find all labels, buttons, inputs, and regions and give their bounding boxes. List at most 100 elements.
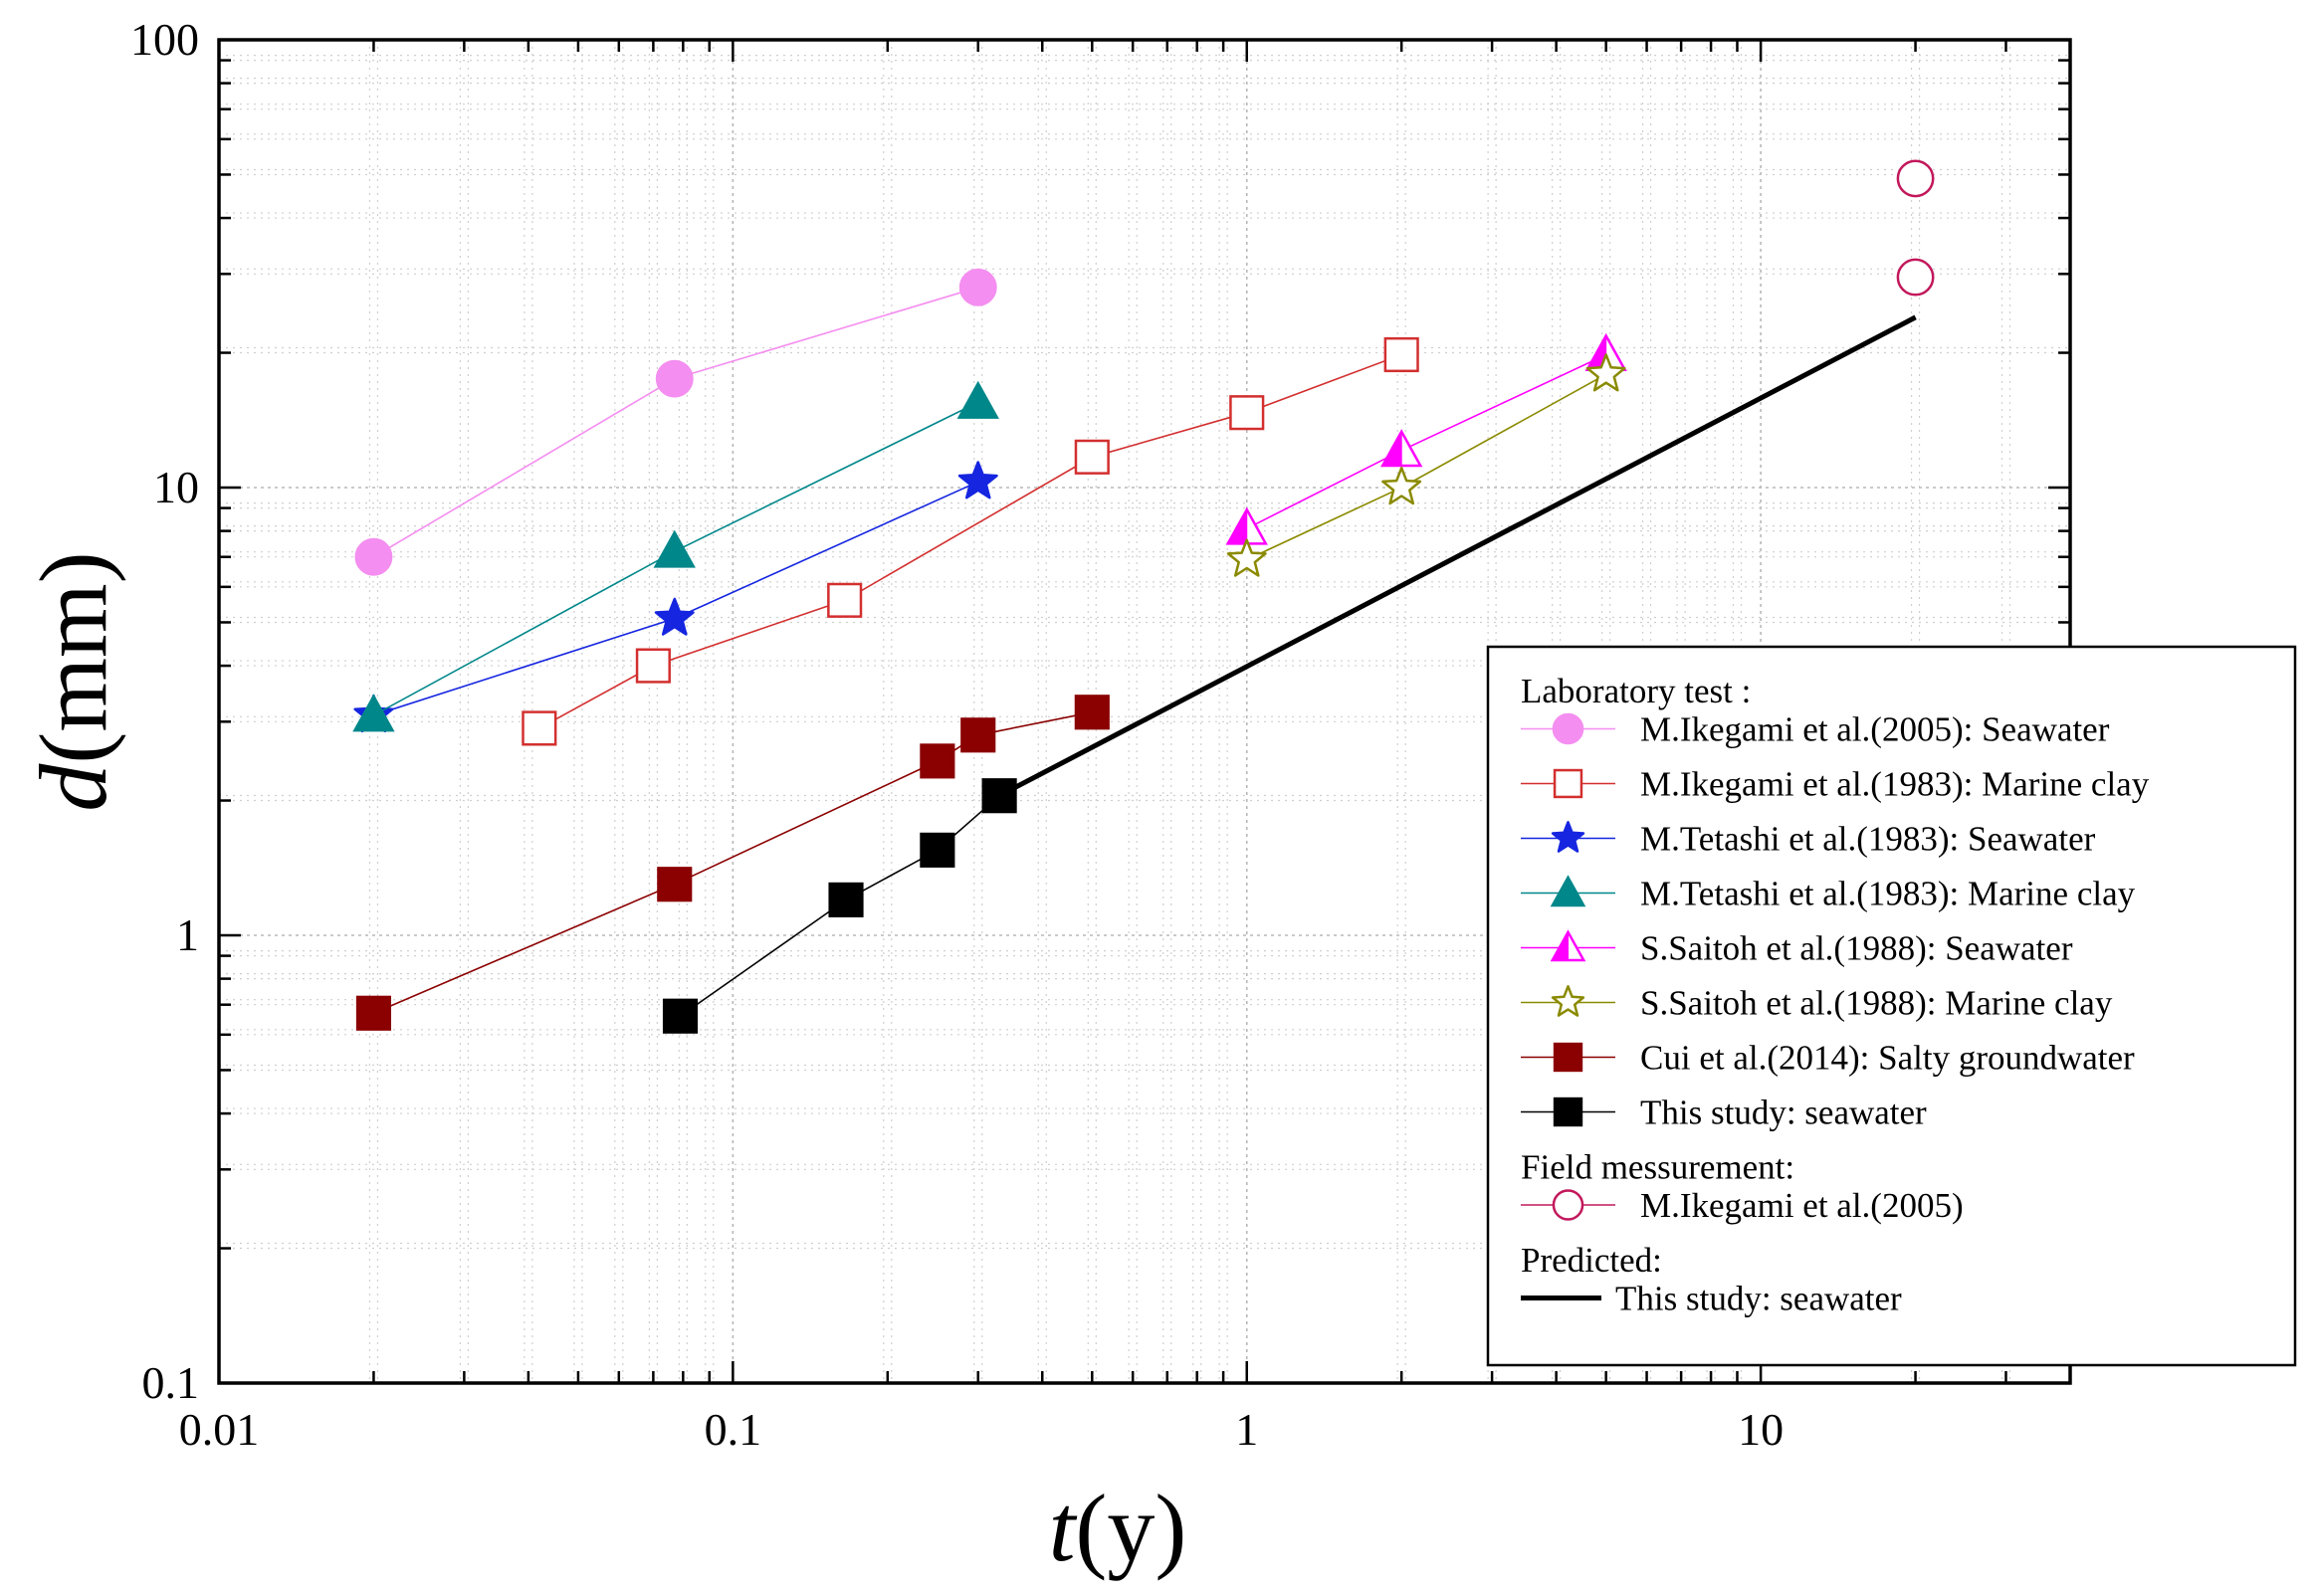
y-tick-label: 1 xyxy=(176,909,199,960)
data-point xyxy=(1074,695,1110,730)
data-point xyxy=(654,597,695,636)
data-point xyxy=(1225,506,1268,545)
data-point xyxy=(920,743,955,779)
data-point xyxy=(657,867,693,902)
data-point xyxy=(827,582,863,618)
data-point xyxy=(956,380,999,419)
series-3 xyxy=(352,380,999,732)
data-point-shape xyxy=(1074,439,1110,475)
axis-ticks xyxy=(217,38,2072,1385)
data-point xyxy=(1896,159,1935,198)
legend-item: This study: seawater xyxy=(1521,1280,1902,1318)
data-point-shape xyxy=(522,710,557,746)
data-point-shape xyxy=(1383,336,1419,373)
series-line xyxy=(538,353,1402,729)
data-point xyxy=(1380,429,1423,468)
legend-marker xyxy=(1550,875,1586,907)
legend-items: Laboratory test :M.Ikegami et al.(2005):… xyxy=(1521,672,2150,1318)
data-point xyxy=(1381,467,1422,505)
data-point xyxy=(1226,538,1267,577)
legend-label: This study: seawater xyxy=(1640,1094,1927,1132)
data-point-shape xyxy=(920,832,955,868)
legend-marker-shape xyxy=(1550,875,1586,907)
data-point-shape xyxy=(1896,258,1935,297)
legend-label: S.Saitoh et al.(1988): Marine clay xyxy=(1640,984,2113,1023)
y-tick-label: 10 xyxy=(153,462,199,512)
data-point xyxy=(1383,336,1419,373)
series-line xyxy=(997,314,1917,798)
data-point-shape xyxy=(957,461,998,499)
legend: Laboratory test :M.Ikegami et al.(2005):… xyxy=(1486,645,2297,1367)
x-tick-label: 1 xyxy=(1235,1404,1258,1455)
data-point-shape xyxy=(655,359,694,398)
legend-marker-half xyxy=(1551,929,1569,961)
data-point-shape xyxy=(958,268,997,306)
data-point xyxy=(828,882,864,917)
legend-item: M.Ikegami et al.(1983): Marine clay xyxy=(1521,765,2150,804)
series-9 xyxy=(997,314,1917,798)
legend-marker xyxy=(1552,1189,1584,1221)
x-tick-label: 0.1 xyxy=(705,1404,762,1455)
x-tick-label: 10 xyxy=(1738,1404,1784,1455)
data-point-shape xyxy=(354,537,393,576)
data-point-shape xyxy=(355,995,392,1031)
legend-marker xyxy=(1551,821,1585,853)
y-tick-label: 0.1 xyxy=(142,1357,200,1408)
data-point xyxy=(1585,353,1626,392)
data-point xyxy=(958,268,997,306)
data-point xyxy=(1229,395,1265,431)
y-axis-title-var: d xyxy=(20,763,126,812)
legend-marker-shape xyxy=(1553,1097,1583,1127)
series-1 xyxy=(522,336,1419,746)
legend-item: M.Ikegami et al.(2005): Seawater xyxy=(1521,710,2110,749)
data-point-half xyxy=(1226,507,1248,544)
data-point xyxy=(655,359,694,398)
data-point-shape xyxy=(1074,695,1110,730)
legend-marker xyxy=(1551,985,1585,1017)
legend-marker-shape xyxy=(1551,985,1585,1017)
legend-label: Cui et al.(2014): Salty groundwater xyxy=(1640,1039,2135,1078)
data-point-shape xyxy=(635,648,671,684)
legend-box xyxy=(1486,645,2297,1367)
legend-label: This study: seawater xyxy=(1615,1280,1902,1318)
series-0 xyxy=(354,268,997,576)
data-point-shape xyxy=(662,998,699,1034)
data-point-shape xyxy=(828,882,864,917)
legend-marker-shape xyxy=(1553,768,1583,799)
legend-label: S.Saitoh et al.(1988): Seawater xyxy=(1640,929,2073,968)
x-axis-title-unit: (y) xyxy=(1075,1475,1186,1581)
data-point-shape xyxy=(1585,353,1626,392)
legend-heading: Field messurement: xyxy=(1521,1148,1794,1187)
legend-heading: Laboratory test : xyxy=(1521,672,1751,710)
data-point-shape xyxy=(1896,159,1935,198)
legend-marker-shape xyxy=(1552,712,1584,745)
legend-item: S.Saitoh et al.(1988): Seawater xyxy=(1521,929,2073,968)
series-line xyxy=(373,481,979,716)
series-6 xyxy=(355,695,1110,1031)
data-point-shape xyxy=(827,582,863,618)
data-point-half xyxy=(1381,429,1402,467)
legend-label: M.Ikegami et al.(2005) xyxy=(1640,1186,1964,1225)
y-tick-label: 100 xyxy=(130,14,199,65)
data-point xyxy=(354,537,393,576)
legend-item: M.Tetashi et al.(1983): Marine clay xyxy=(1521,875,2136,913)
legend-marker xyxy=(1553,1097,1583,1127)
legend-heading: Predicted: xyxy=(1521,1241,1662,1280)
legend-marker xyxy=(1553,1042,1583,1073)
series-8 xyxy=(1896,159,1935,297)
series-line xyxy=(372,287,978,558)
legend-label: M.Tetashi et al.(1983): Marine clay xyxy=(1640,875,2136,913)
legend-label: M.Tetashi et al.(1983): Seawater xyxy=(1640,820,2096,859)
grid xyxy=(219,40,2070,1383)
y-axis-title-unit: (mm) xyxy=(20,551,126,763)
legend-label: M.Ikegami et al.(2005): Seawater xyxy=(1640,710,2110,749)
legend-marker xyxy=(1552,712,1584,745)
data-point-shape xyxy=(657,867,693,902)
legend-marker xyxy=(1553,768,1583,799)
data-point-shape xyxy=(920,743,955,779)
data-point xyxy=(662,998,699,1034)
series-2 xyxy=(353,461,998,733)
series-line xyxy=(680,795,1000,1017)
data-point-shape xyxy=(1226,538,1267,577)
